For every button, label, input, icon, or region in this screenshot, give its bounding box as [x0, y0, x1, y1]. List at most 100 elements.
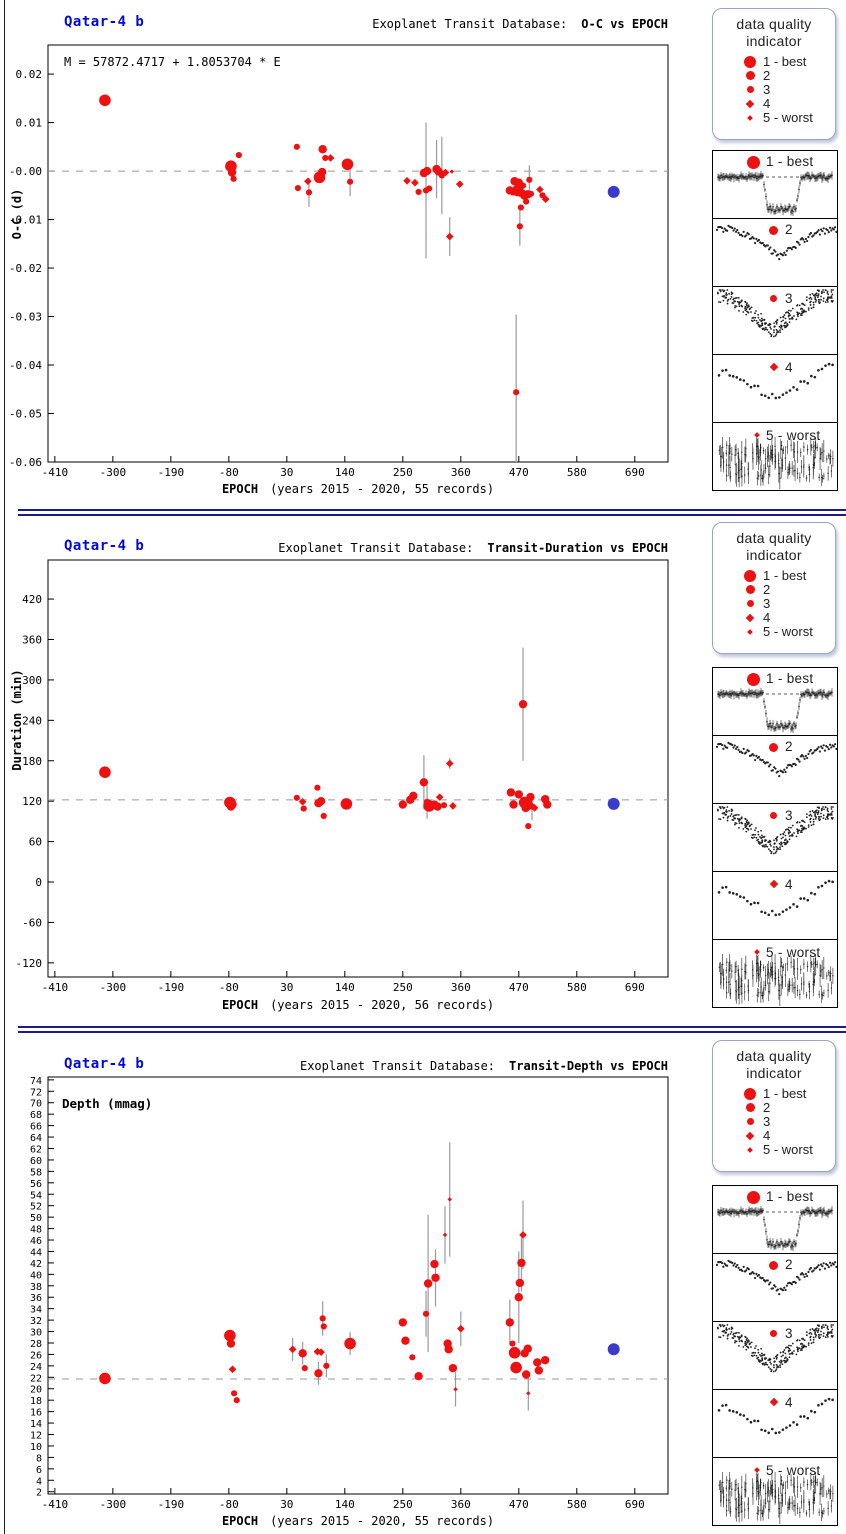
scatter-dot	[718, 301, 720, 303]
scatter-dot	[735, 1340, 738, 1343]
scatter-dot	[788, 1344, 790, 1347]
example-lightcurve-3	[716, 289, 834, 338]
scatter-dot	[823, 808, 825, 811]
quality-3-marker-icon	[770, 295, 777, 302]
scatter-dot	[804, 827, 806, 830]
scatter-dot	[766, 456, 769, 458]
scatter-dot	[824, 1336, 827, 1339]
scatter-dot	[752, 237, 755, 240]
scatter-dot	[755, 1210, 757, 1213]
scatter-dot	[768, 991, 770, 993]
thumbnail-label: 2	[785, 739, 793, 754]
scatter-dot	[835, 747, 838, 750]
scatter-dot	[753, 1211, 755, 1214]
scatter-dot	[785, 1426, 788, 1429]
scatter-dot	[761, 1512, 763, 1515]
scatter-dot	[820, 295, 822, 298]
scatter-dot	[790, 248, 794, 251]
data-point-q4	[228, 1365, 237, 1374]
scatter-dot	[788, 389, 792, 392]
quality-2-marker-icon	[745, 71, 755, 80]
scatter-dot	[812, 1499, 815, 1501]
scatter-dot	[781, 1289, 785, 1292]
scatter-dot	[757, 445, 759, 447]
scatter-dot	[729, 298, 732, 300]
scatter-dot	[812, 294, 815, 297]
scatter-dot	[725, 1331, 728, 1334]
scatter-dot	[803, 981, 805, 983]
scatter-dot	[793, 1240, 795, 1243]
scatter-dot	[823, 450, 825, 452]
scatter-dot	[827, 989, 829, 992]
scatter-dot	[729, 175, 731, 178]
scatter-dot	[765, 458, 767, 460]
scatter-dot	[818, 1511, 820, 1514]
scatter-dot	[831, 1209, 833, 1212]
scatter-dot	[808, 233, 811, 236]
scatter-dot	[747, 176, 749, 178]
scatter-dot	[775, 209, 777, 212]
scatter-dot	[738, 818, 741, 820]
scatter-dot	[820, 745, 823, 748]
scatter-dot	[831, 810, 834, 813]
scatter-dot	[780, 1240, 782, 1243]
scatter-dot	[818, 290, 820, 293]
data-point-q2	[318, 145, 327, 154]
thumbnail-label: 3	[785, 808, 793, 823]
scatter-dot	[817, 810, 820, 812]
scatter-dot	[760, 469, 762, 471]
scatter-dot	[823, 967, 825, 969]
scatter-dot	[767, 848, 770, 851]
scatter-dot	[800, 1501, 803, 1503]
scatter-dot	[757, 1273, 761, 1277]
scatter-dot	[787, 472, 789, 474]
tick-label: 30	[280, 981, 293, 994]
scatter-dot	[775, 1244, 777, 1247]
scatter-dot	[798, 188, 800, 191]
scatter-dot	[737, 461, 740, 463]
scatter-dot	[793, 451, 796, 453]
scatter-dot	[734, 230, 738, 233]
scatter-dot	[737, 472, 739, 474]
scatter-dot	[746, 1213, 748, 1215]
scatter-dot	[719, 289, 722, 291]
scatter-dot	[799, 1349, 802, 1352]
example-lightcurve-4	[717, 362, 834, 400]
scatter-dot	[816, 694, 818, 696]
data-point-q4	[411, 178, 419, 187]
scatter-dot	[736, 1335, 739, 1338]
scatter-dot	[798, 1339, 801, 1342]
scatter-dot	[760, 1352, 763, 1355]
scatter-dot	[755, 827, 757, 829]
scatter-dot	[827, 300, 829, 303]
scatter-dot	[738, 1340, 741, 1343]
scatter-dot	[814, 815, 817, 818]
scatter-dot	[797, 712, 799, 714]
thumbnail-label: 2	[785, 1257, 793, 1272]
quality-1-marker-icon	[747, 1191, 760, 1204]
scatter-dot	[731, 1261, 734, 1265]
data-point-q4	[435, 793, 444, 801]
scatter-dot	[772, 1241, 774, 1243]
data-point-q2	[419, 778, 429, 787]
scatter-dot	[797, 1276, 800, 1279]
quality-3-marker-icon	[746, 1118, 754, 1125]
tick-label: 4	[36, 1476, 42, 1487]
scatter-dot	[768, 208, 770, 211]
scatter-dot	[754, 316, 757, 319]
thumbnail-label: 5 - worst	[766, 945, 821, 960]
scatter-dot	[758, 992, 760, 994]
scatter-dot	[806, 756, 809, 760]
scatter-dot	[803, 240, 806, 243]
data-point-q4	[457, 1324, 465, 1333]
scatter-dot	[783, 841, 785, 844]
thumbnail-label: 1 - best	[766, 1189, 814, 1204]
scatter-dot	[763, 1362, 765, 1365]
data-point-q3	[513, 389, 520, 396]
scatter-dot	[757, 1351, 760, 1354]
scatter-dot	[751, 317, 754, 319]
scatter-dot	[737, 989, 739, 991]
scatter-dot	[721, 1481, 724, 1484]
scatter-dot	[789, 205, 791, 208]
scatter-dot	[723, 744, 726, 747]
